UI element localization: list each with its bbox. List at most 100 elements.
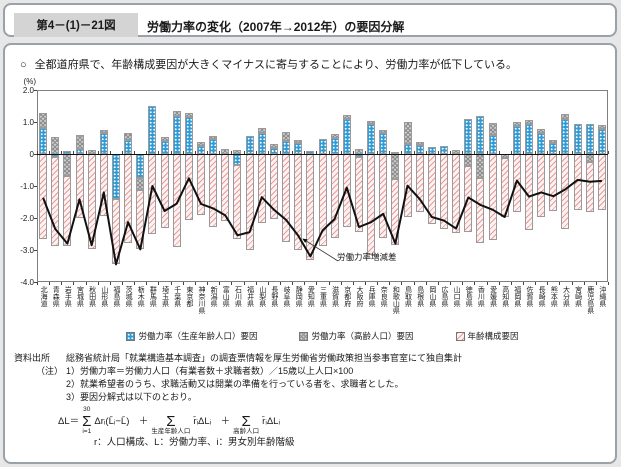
- bar-working-age-factor: [403, 144, 412, 154]
- bar-age-composition-factor: [427, 154, 436, 224]
- legend-item-age-composition-factor: 年齢構成要因: [455, 330, 519, 342]
- x-axis-tick: [194, 282, 196, 285]
- bar-elderly-factor: [99, 130, 108, 134]
- bar-age-composition-factor: [585, 162, 594, 212]
- x-axis-tick: [61, 282, 63, 285]
- bar-working-age-factor: [379, 133, 388, 154]
- bar-age-composition-factor: [160, 154, 169, 228]
- x-axis-tick: [437, 282, 439, 285]
- x-axis-tick: [146, 151, 148, 154]
- bar-age-composition-factor: [500, 157, 509, 218]
- x-category-label: 愛媛県: [489, 286, 497, 307]
- x-axis-tick: [377, 282, 379, 285]
- bar-age-composition-factor: [269, 154, 278, 220]
- bar-age-composition-factor: [415, 154, 424, 212]
- note-item-3: 3）要因分解式は以下のとおり。: [66, 392, 197, 402]
- bar-working-age-factor: [439, 145, 448, 154]
- x-category-label: 愛知県: [307, 286, 315, 307]
- legend-item-working-age-factor: 労働力率（生産年齢人口）要因: [126, 330, 257, 342]
- x-axis-tick: [486, 282, 488, 285]
- bar-age-composition-factor: [537, 154, 546, 218]
- bar-age-composition-factor: [245, 154, 254, 250]
- bar-working-age-factor: [342, 119, 351, 154]
- notes-block: 資料出所 総務省統計局「就業構造基本調査」の調査票情報を厚生労働省労働政策担当参…: [14, 352, 610, 449]
- bar-working-age-factor: [573, 124, 582, 154]
- bar-age-composition-factor: [488, 154, 497, 241]
- title-panel: 第4－(1)－21図 労働力率の変化（2007年→2012年）の要因分解: [3, 3, 617, 37]
- x-category-label: 福井県: [246, 286, 254, 307]
- bar-working-age-factor: [184, 116, 193, 154]
- x-category-label: 岩手県: [64, 286, 72, 307]
- x-axis-tick: [413, 282, 415, 285]
- bar-age-composition-factor: [111, 198, 120, 265]
- bar-age-composition-factor: [99, 154, 108, 217]
- bar-age-composition-factor: [342, 154, 351, 227]
- bar-age-composition-factor: [87, 154, 96, 250]
- x-category-label: 三重県: [319, 286, 327, 307]
- x-axis-tick: [547, 282, 549, 285]
- bar-age-composition-factor: [512, 154, 521, 213]
- x-axis-tick: [340, 151, 342, 154]
- bar-working-age-factor: [537, 133, 546, 154]
- bar-age-composition-factor: [75, 154, 84, 218]
- x-category-label: 京都府: [343, 286, 351, 307]
- x-axis-tick: [207, 151, 209, 154]
- bar-age-composition-factor: [136, 190, 145, 250]
- bar-age-composition-factor: [197, 154, 205, 216]
- x-axis-tick: [328, 151, 330, 154]
- bar-age-composition-factor: [184, 154, 193, 220]
- bar-elderly-factor: [221, 148, 230, 154]
- source-label: 資料出所: [14, 353, 51, 363]
- bar-elderly-factor: [561, 114, 570, 120]
- y-axis-tick: [34, 154, 37, 155]
- bar-elderly-factor: [330, 134, 339, 139]
- x-axis-tick: [97, 151, 99, 154]
- x-axis-tick: [182, 282, 184, 285]
- x-axis-tick: [316, 282, 318, 285]
- line-annotation-label: 労働力率増減差: [337, 252, 397, 262]
- x-axis-tick: [522, 282, 524, 285]
- x-axis-tick: [134, 151, 136, 154]
- bar-elderly-factor: [75, 135, 84, 150]
- x-category-label: 熊本県: [550, 286, 558, 307]
- y-tick-label: -1.0: [20, 181, 34, 191]
- bar-elderly-factor: [476, 154, 485, 178]
- legend-item-elderly-factor: 労働力率（高齢人口）要因: [299, 330, 414, 342]
- x-axis-tick: [158, 282, 160, 285]
- bar-age-composition-factor: [367, 154, 376, 256]
- y-axis-tick: [34, 218, 37, 219]
- bar-elderly-factor: [233, 149, 242, 154]
- x-axis-tick: [49, 282, 51, 285]
- x-axis-tick: [134, 282, 136, 285]
- bar-age-composition-factor: [379, 154, 388, 238]
- x-category-label: 岐阜県: [283, 286, 291, 307]
- x-axis-tick: [535, 282, 537, 285]
- x-axis-tick: [97, 282, 99, 285]
- legend-label: 労働力率（高齢人口）要因: [311, 331, 414, 341]
- x-axis-tick: [219, 151, 221, 154]
- bar-working-age-factor: [512, 126, 521, 154]
- bar-working-age-factor: [269, 147, 278, 154]
- x-category-label: 宮城県: [76, 286, 84, 307]
- bar-working-age-factor: [75, 149, 84, 154]
- bar-elderly-factor: [597, 124, 606, 130]
- x-axis-tick: [182, 151, 184, 154]
- x-axis-tick: [37, 282, 38, 285]
- y-tick-label: 1.0: [22, 117, 34, 127]
- x-category-label: 秋田県: [88, 286, 96, 307]
- x-category-label: 和歌山県: [392, 286, 400, 314]
- bar-working-age-factor: [99, 133, 108, 154]
- x-axis-tick: [401, 151, 403, 154]
- x-category-label: 鳥取県: [404, 286, 412, 307]
- bar-elderly-factor: [87, 150, 96, 154]
- x-axis-tick: [49, 151, 51, 154]
- legend-swatch-diagonal-icon: [455, 331, 465, 341]
- bar-age-composition-factor: [354, 157, 363, 232]
- y-axis-tick: [34, 186, 37, 187]
- x-category-label: 山形県: [100, 286, 108, 307]
- x-category-label: 静岡県: [295, 286, 303, 307]
- x-axis-tick: [425, 282, 427, 285]
- x-axis-tick: [328, 282, 330, 285]
- x-axis-tick: [316, 151, 318, 154]
- legend-label: 年齢構成要因: [467, 331, 519, 341]
